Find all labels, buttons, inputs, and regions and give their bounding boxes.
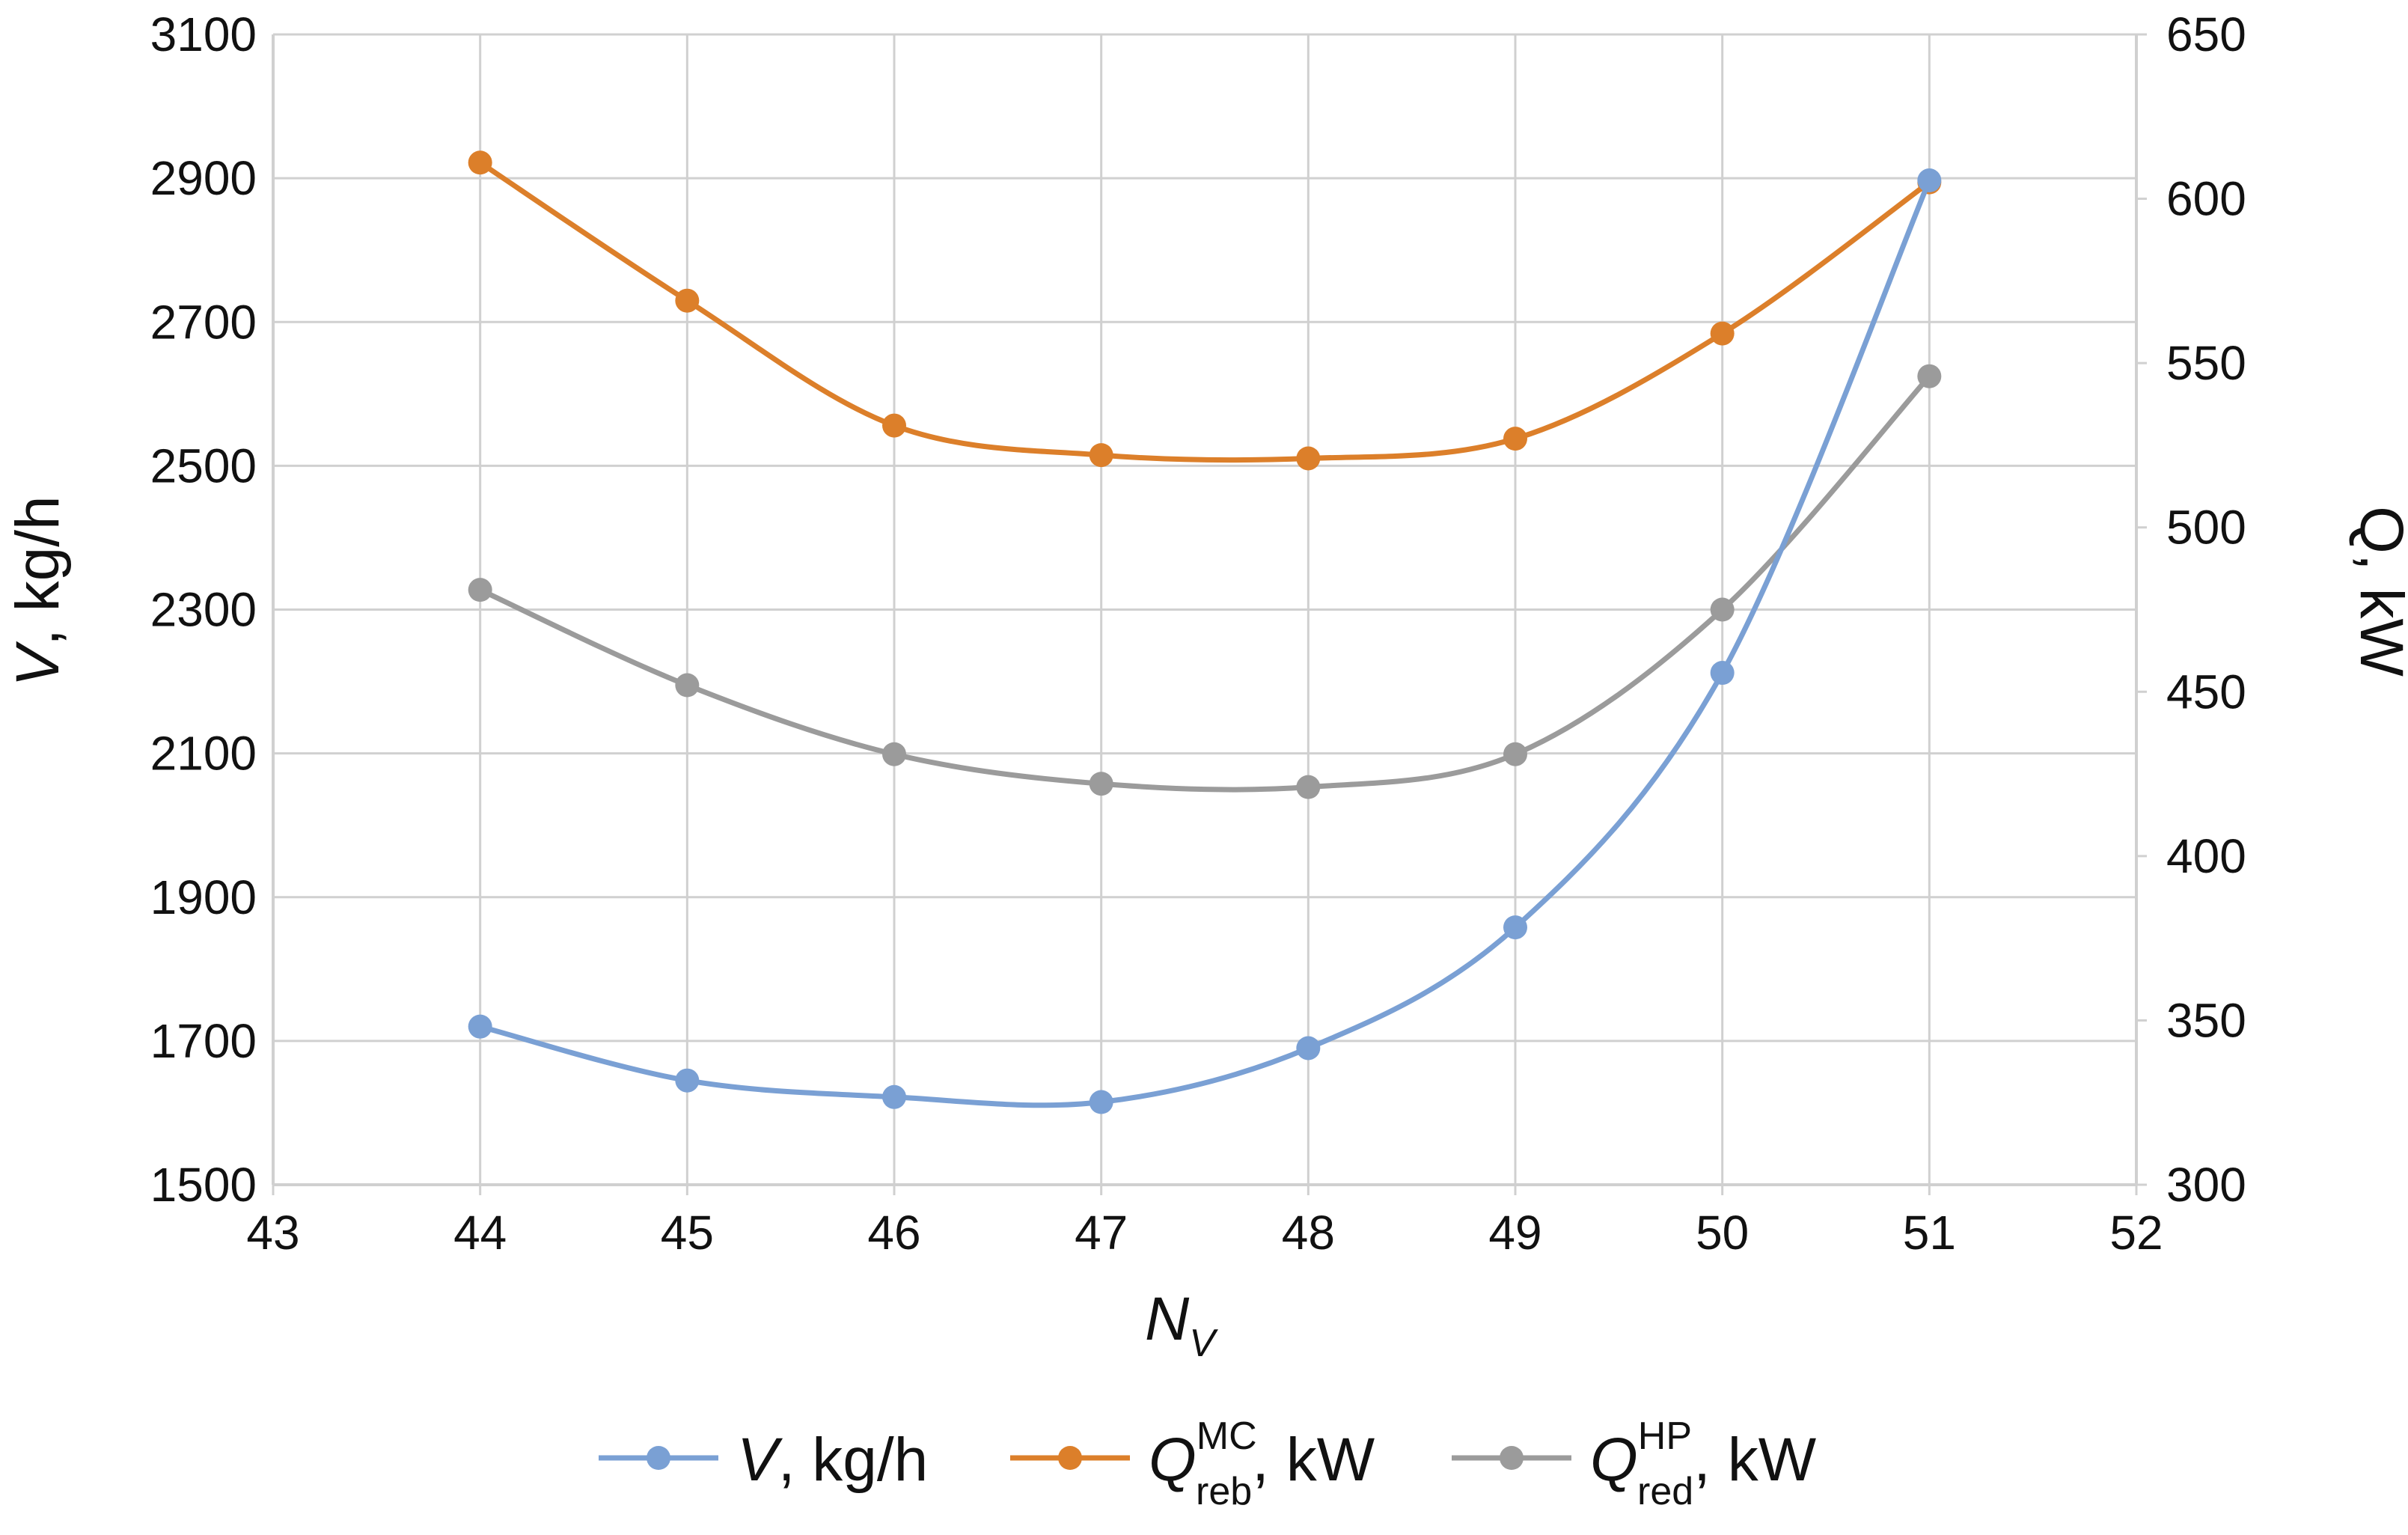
data-point-qred: [1296, 775, 1321, 799]
y-left-tick-label: 2300: [150, 583, 257, 637]
x-tick-label: 44: [453, 1206, 507, 1260]
data-point-v: [468, 1014, 492, 1039]
y-right-tick-label: 600: [2166, 172, 2246, 226]
legend: V, kg/h QMC reb, kW QHP red, kW: [599, 1415, 1817, 1513]
data-point-qred: [1917, 364, 1942, 388]
series-qred: [468, 364, 1942, 799]
x-tick-label: 52: [2109, 1206, 2163, 1260]
y-right-tick-label: 550: [2166, 336, 2246, 390]
data-point-qreb: [468, 150, 492, 175]
x-tick-label: 46: [867, 1206, 920, 1260]
series-line-qreb: [478, 160, 1931, 463]
legend-label-qreb: QMC reb, kW: [1149, 1415, 1375, 1513]
y-left-tick-label: 2500: [150, 439, 257, 492]
series-qreb: [468, 150, 1942, 471]
y-right-tick-label: 500: [2166, 501, 2246, 555]
series-line-qred: [479, 374, 1931, 793]
legend-label-v: V, kg/h: [737, 1426, 928, 1494]
x-axis-title: NV: [1145, 1285, 1218, 1365]
y-left-tick-label: 2900: [150, 151, 257, 205]
y-right-tick-label: 650: [2166, 7, 2246, 61]
x-tick-label: 45: [661, 1206, 714, 1260]
y-right-tick-label: 450: [2166, 665, 2246, 718]
data-point-qreb: [1710, 321, 1735, 346]
x-tick-label: 51: [1903, 1206, 1956, 1260]
y-right-tick-label: 400: [2166, 829, 2246, 883]
y-left-tick-label: 1500: [150, 1158, 257, 1212]
y-left-tick-label: 2100: [150, 727, 257, 781]
data-point-v: [1917, 168, 1942, 193]
x-tick-label: 48: [1282, 1206, 1335, 1260]
x-tick-label: 47: [1075, 1206, 1128, 1260]
data-point-qred: [882, 742, 906, 766]
series-v: [468, 168, 1942, 1114]
legend-label-qred: QHP red, kW: [1590, 1415, 1817, 1513]
x-tick-label: 49: [1488, 1206, 1541, 1260]
y-right-tick-label: 300: [2166, 1158, 2246, 1212]
data-point-qreb: [1089, 443, 1113, 468]
data-point-qred: [468, 578, 492, 602]
data-point-qred: [1503, 742, 1527, 766]
data-point-qreb: [1503, 427, 1527, 451]
data-point-qreb: [675, 288, 700, 313]
y-left-tick-label: 2700: [150, 295, 257, 349]
legend-marker-v: [647, 1446, 670, 1470]
y-right-tick-label: 350: [2166, 993, 2246, 1047]
legend-item-qreb: QMC reb, kW: [1010, 1415, 1375, 1513]
data-point-v: [1296, 1036, 1321, 1061]
series-line-v: [479, 179, 1932, 1108]
x-tick-label: 50: [1696, 1206, 1749, 1260]
data-point-v: [1710, 661, 1735, 686]
data-point-v: [1089, 1090, 1113, 1114]
data-point-qreb: [882, 413, 906, 438]
data-point-qred: [675, 673, 700, 698]
data-point-v: [882, 1084, 906, 1109]
x-tick-label: 43: [246, 1206, 299, 1260]
gridlines: [272, 33, 2138, 1186]
y-axis-left-title: V, kg/h: [4, 495, 72, 686]
legend-item-qred: QHP red, kW: [1452, 1415, 1817, 1513]
y-left-tick-label: 1700: [150, 1014, 257, 1068]
data-point-v: [675, 1068, 700, 1093]
data-point-qreb: [1296, 446, 1321, 471]
data-point-qred: [1089, 772, 1113, 796]
legend-marker-qreb: [1058, 1446, 1082, 1470]
y-axis-right-title: Q, kW: [2347, 506, 2408, 677]
data-point-v: [1503, 915, 1527, 940]
data-point-qred: [1710, 597, 1735, 622]
axes: [272, 33, 2147, 1195]
legend-item-v: V, kg/h: [599, 1426, 928, 1494]
legend-marker-qred: [1500, 1446, 1524, 1470]
y-left-tick-label: 3100: [150, 7, 257, 61]
y-left-tick-label: 1900: [150, 870, 257, 924]
tick-labels: 1500 1700 1900 2100 2300 2500 2700 2900 3100 43 44…: [150, 7, 2246, 1260]
series-layer: [468, 150, 1942, 1114]
